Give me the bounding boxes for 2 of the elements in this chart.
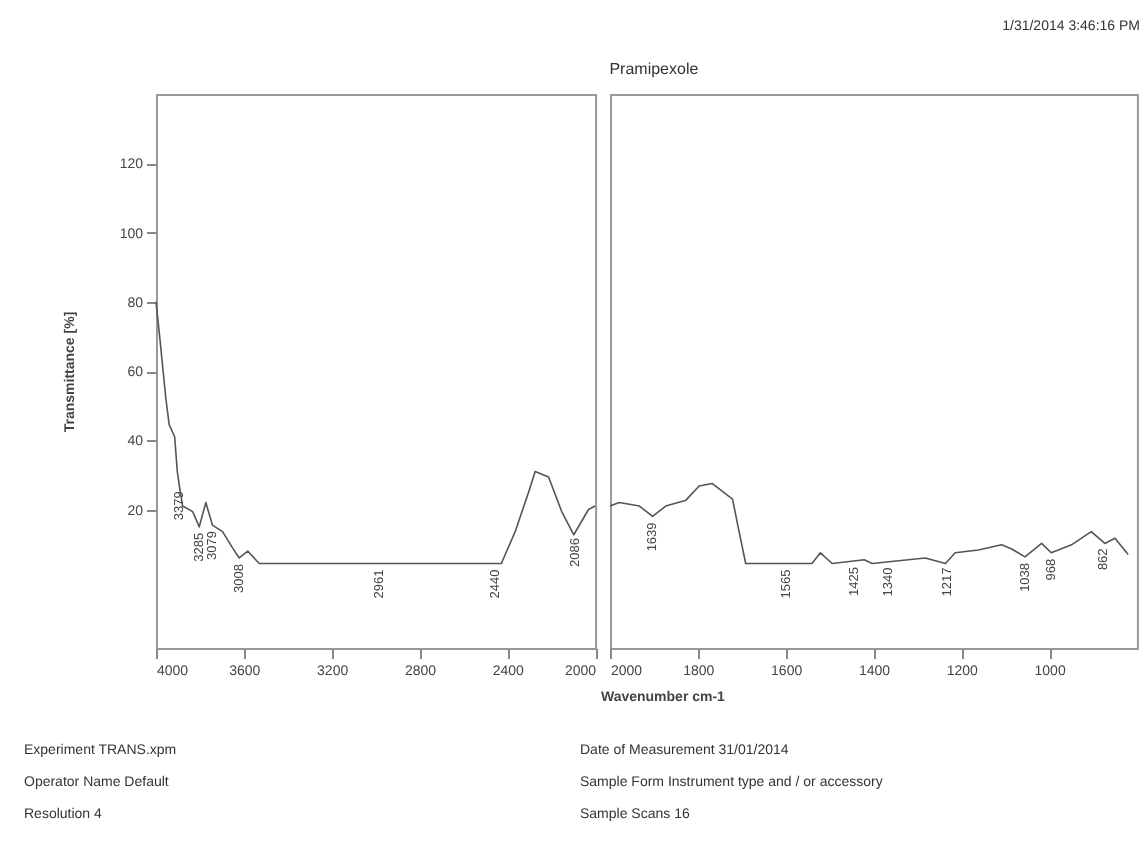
line-series (155, 300, 596, 565)
chart-title: Pramipexole (609, 60, 700, 78)
